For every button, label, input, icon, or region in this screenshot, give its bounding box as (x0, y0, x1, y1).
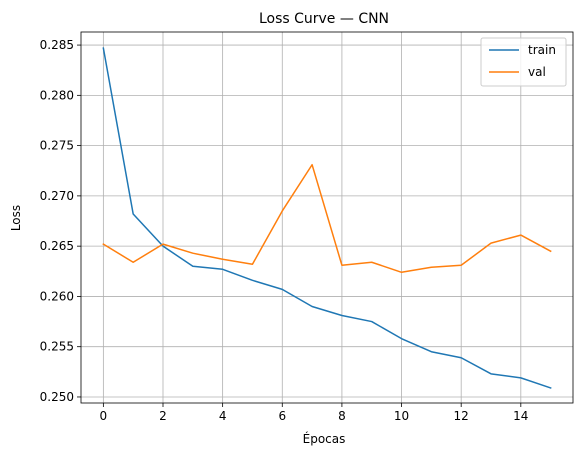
y-tick-label: 0.260 (40, 289, 74, 303)
y-tick-label: 0.250 (40, 390, 74, 404)
chart-title: Loss Curve — CNN (259, 11, 389, 27)
x-tick-label: 10 (394, 409, 409, 423)
x-tick-label: 8 (338, 409, 346, 423)
y-tick-label: 0.275 (40, 139, 74, 153)
x-tick-label: 6 (278, 409, 286, 423)
plot-frame (80, 31, 574, 404)
legend: train val (480, 37, 567, 87)
x-tick-label: 0 (100, 409, 108, 423)
x-tick-label: 14 (513, 409, 528, 423)
y-tick-label: 0.255 (40, 340, 74, 354)
axes-layer: 0 2 4 6 8 10 12 14 0.250 0.255 0.260 0.265 0.270 0.27… (40, 31, 574, 423)
y-axis-label: Loss (9, 205, 23, 231)
legend-label-train: train (528, 43, 556, 57)
y-tick-label: 0.265 (40, 239, 74, 253)
x-tick-label: 4 (219, 409, 227, 423)
series-line-train (102, 47, 552, 389)
x-axis-label: Épocas (303, 431, 346, 446)
y-tick-label: 0.280 (40, 88, 74, 102)
x-tick-label: 2 (159, 409, 167, 423)
x-tick-label: 12 (454, 409, 469, 423)
series-line-val (102, 163, 552, 274)
y-tick-label: 0.285 (40, 38, 74, 52)
y-tick-label: 0.270 (40, 189, 74, 203)
legend-label-val: val (528, 65, 546, 79)
series-layer (102, 47, 552, 389)
